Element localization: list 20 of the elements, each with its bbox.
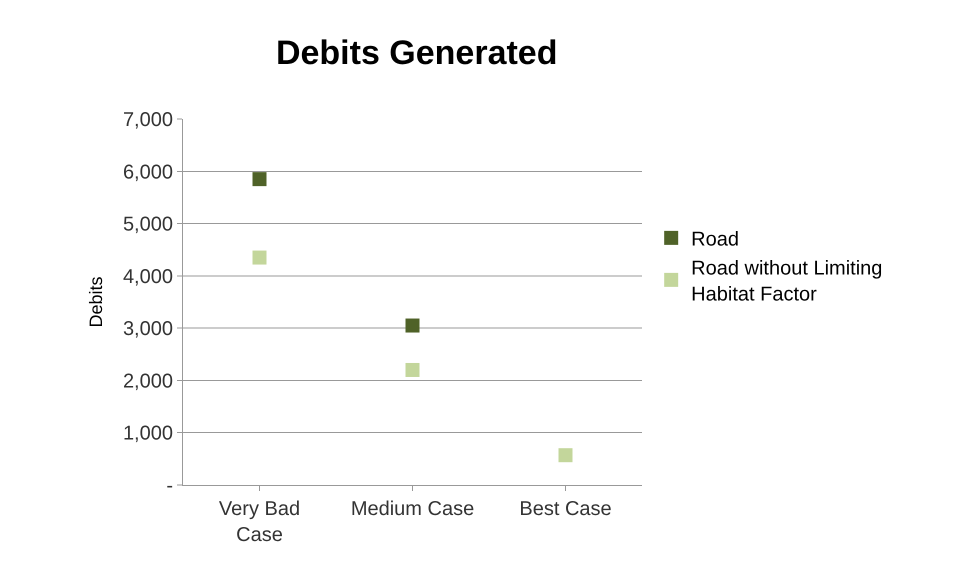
legend-label: Road [691, 228, 739, 251]
y-tick-label: 2,000 [122, 370, 173, 392]
y-tick-label: 4,000 [122, 266, 173, 288]
y-tick-label: 7,000 [122, 109, 173, 131]
y-tick-label: 3,000 [122, 318, 173, 340]
y-axis-title: Debits [86, 276, 106, 328]
x-tick-label: Best Case [519, 498, 612, 520]
y-tick-label: - [166, 475, 173, 497]
y-tick-label: 6,000 [122, 161, 173, 184]
chart-title: Debits Generated [276, 34, 558, 72]
y-tick-label: 5,000 [122, 214, 173, 236]
point [252, 250, 266, 265]
x-tick-label: Medium Case [350, 498, 474, 520]
point [406, 318, 420, 333]
y-tick-label: 1,000 [122, 422, 173, 445]
point [406, 362, 420, 377]
point [252, 172, 266, 186]
legend-label: Road without Limiting Habitat Factor [691, 258, 882, 306]
point [558, 448, 572, 462]
x-tick-label: Very Bad Case [218, 498, 300, 546]
